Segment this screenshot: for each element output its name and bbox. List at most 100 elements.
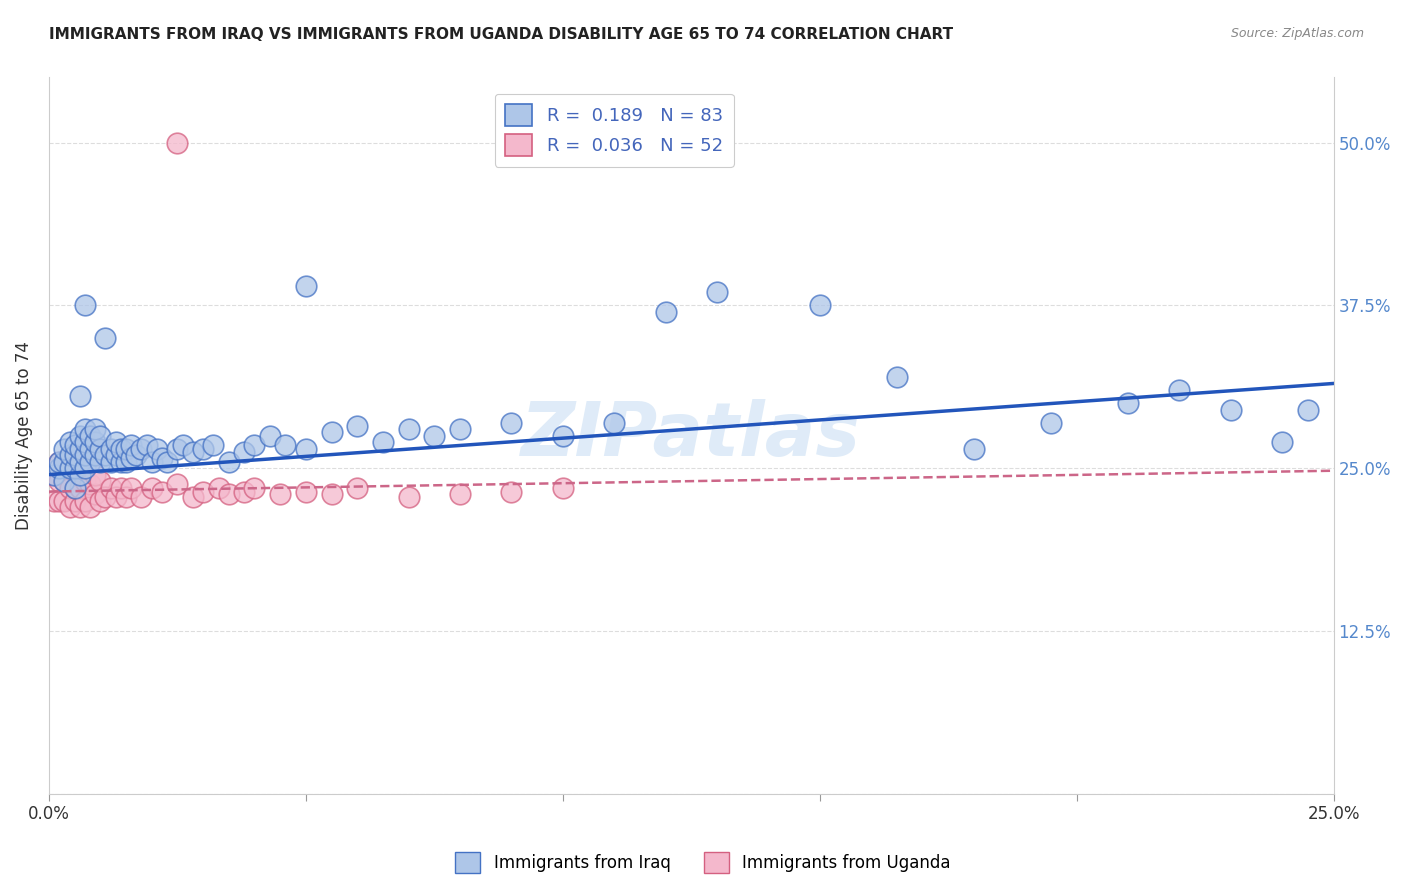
Point	[58, 481, 80, 495]
Point	[166, 136, 188, 150]
Point	[886, 370, 908, 384]
Point	[269, 487, 291, 501]
Point	[371, 435, 394, 450]
Point	[73, 474, 96, 488]
Point	[94, 490, 117, 504]
Point	[120, 481, 142, 495]
Legend: R =  0.189   N = 83, R =  0.036   N = 52: R = 0.189 N = 83, R = 0.036 N = 52	[495, 94, 734, 167]
Point	[89, 442, 111, 456]
Point	[218, 454, 240, 468]
Point	[84, 422, 107, 436]
Text: ZIPatlas: ZIPatlas	[522, 399, 862, 472]
Point	[63, 438, 86, 452]
Point	[69, 428, 91, 442]
Point	[110, 481, 132, 495]
Point	[115, 490, 138, 504]
Point	[42, 467, 65, 482]
Point	[48, 461, 70, 475]
Point	[58, 448, 80, 462]
Point	[63, 448, 86, 462]
Point	[115, 442, 138, 456]
Point	[501, 484, 523, 499]
Point	[172, 438, 194, 452]
Point	[449, 422, 471, 436]
Point	[131, 442, 153, 456]
Point	[69, 481, 91, 495]
Point	[120, 438, 142, 452]
Point	[48, 454, 70, 468]
Point	[84, 435, 107, 450]
Text: IMMIGRANTS FROM IRAQ VS IMMIGRANTS FROM UGANDA DISABILITY AGE 65 TO 74 CORRELATI: IMMIGRANTS FROM IRAQ VS IMMIGRANTS FROM …	[49, 27, 953, 42]
Point	[146, 442, 169, 456]
Point	[48, 493, 70, 508]
Point	[1039, 416, 1062, 430]
Point	[156, 454, 179, 468]
Point	[295, 278, 318, 293]
Point	[207, 481, 229, 495]
Point	[79, 428, 101, 442]
Point	[73, 448, 96, 462]
Point	[42, 467, 65, 482]
Legend: Immigrants from Iraq, Immigrants from Uganda: Immigrants from Iraq, Immigrants from Ug…	[449, 846, 957, 880]
Point	[53, 474, 76, 488]
Point	[218, 487, 240, 501]
Point	[73, 461, 96, 475]
Point	[69, 464, 91, 478]
Point	[191, 484, 214, 499]
Point	[202, 438, 225, 452]
Point	[104, 448, 127, 462]
Point	[141, 481, 163, 495]
Point	[131, 490, 153, 504]
Point	[346, 419, 368, 434]
Point	[69, 389, 91, 403]
Point	[110, 454, 132, 468]
Point	[551, 428, 574, 442]
Point	[63, 461, 86, 475]
Point	[1116, 396, 1139, 410]
Point	[259, 428, 281, 442]
Point	[141, 454, 163, 468]
Point	[84, 448, 107, 462]
Point	[94, 331, 117, 345]
Point	[243, 481, 266, 495]
Point	[53, 474, 76, 488]
Point	[48, 474, 70, 488]
Point	[963, 442, 986, 456]
Text: Source: ZipAtlas.com: Source: ZipAtlas.com	[1230, 27, 1364, 40]
Point	[53, 493, 76, 508]
Point	[191, 442, 214, 456]
Point	[398, 490, 420, 504]
Point	[89, 474, 111, 488]
Point	[654, 305, 676, 319]
Point	[551, 481, 574, 495]
Point	[79, 476, 101, 491]
Point	[603, 416, 626, 430]
Point	[89, 454, 111, 468]
Point	[58, 435, 80, 450]
Point	[69, 454, 91, 468]
Point	[115, 454, 138, 468]
Point	[79, 500, 101, 515]
Point	[321, 425, 343, 439]
Point	[398, 422, 420, 436]
Point	[135, 438, 157, 452]
Point	[58, 500, 80, 515]
Point	[150, 450, 173, 465]
Point	[449, 487, 471, 501]
Point	[1168, 383, 1191, 397]
Point	[53, 454, 76, 468]
Point	[1271, 435, 1294, 450]
Point	[48, 454, 70, 468]
Point	[58, 461, 80, 475]
Point	[295, 442, 318, 456]
Point	[346, 481, 368, 495]
Point	[63, 481, 86, 495]
Point	[100, 454, 122, 468]
Point	[243, 438, 266, 452]
Point	[84, 467, 107, 482]
Point	[120, 450, 142, 465]
Point	[706, 285, 728, 300]
Point	[53, 454, 76, 468]
Point	[110, 442, 132, 456]
Point	[73, 493, 96, 508]
